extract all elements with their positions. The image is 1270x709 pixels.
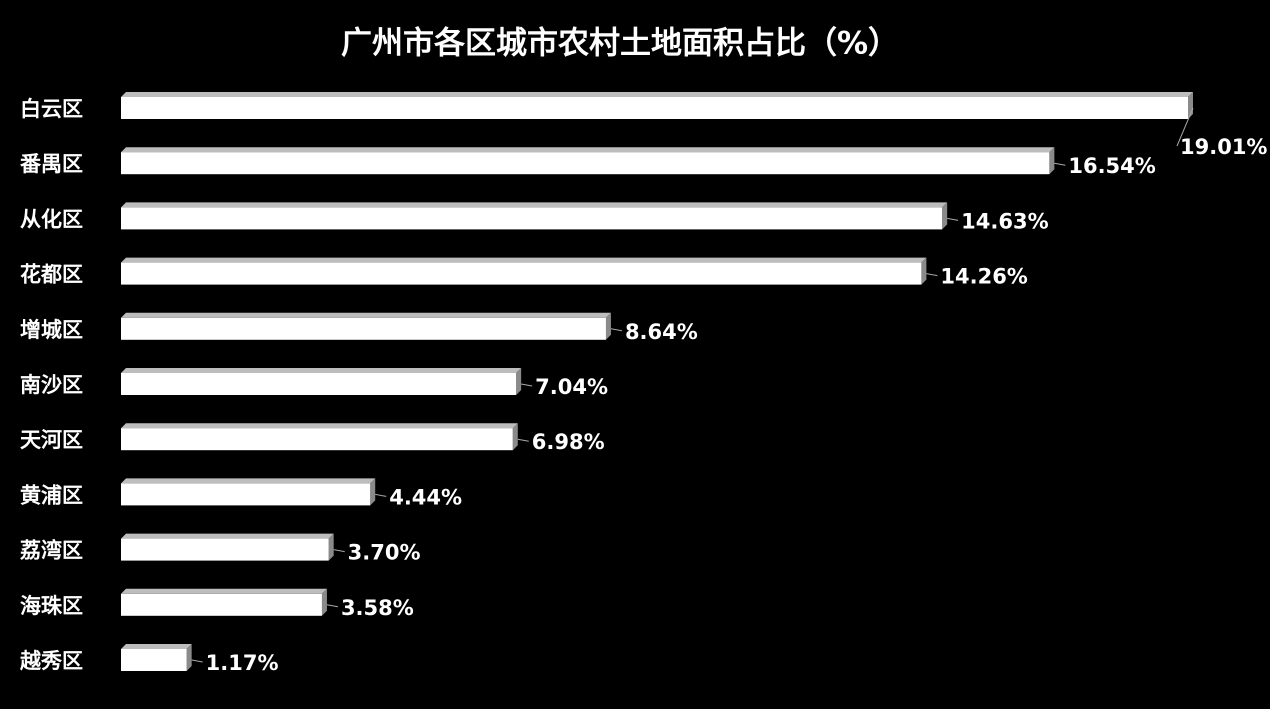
bar-top [121, 368, 522, 373]
value-label: 19.01% [1180, 135, 1267, 159]
leader-line [926, 273, 938, 277]
category-label: 海珠区 [20, 594, 83, 618]
category-label: 南沙区 [20, 373, 83, 397]
category-label: 黄浦区 [20, 483, 83, 507]
bar-side [605, 312, 611, 340]
bar-top [121, 423, 518, 429]
bar-top [121, 202, 948, 208]
category-label: 白云区 [20, 97, 83, 121]
value-label: 1.17% [206, 651, 279, 675]
bar-top [121, 478, 376, 484]
value-label: 3.58% [341, 596, 414, 620]
leader-line [326, 604, 339, 608]
value-label: 7.04% [535, 375, 608, 399]
bar [121, 317, 606, 340]
bar [121, 593, 322, 616]
bar [121, 428, 513, 451]
leader-line [947, 217, 959, 221]
bar-side [328, 533, 334, 561]
leader-line [191, 659, 203, 663]
category-label: 增城区 [20, 318, 83, 342]
bar [121, 483, 371, 506]
bar-top [121, 644, 192, 649]
chart-title: 广州市各区城市农村土地面积占比（%） [341, 26, 899, 62]
leader-line [517, 438, 529, 442]
bar-top [121, 92, 1193, 97]
bar [121, 262, 922, 285]
bar [121, 97, 1188, 119]
leader-line [1176, 107, 1194, 147]
value-label: 16.54% [1068, 154, 1155, 178]
bar-top [121, 533, 334, 539]
category-label: 越秀区 [19, 649, 83, 673]
bar-side [321, 588, 327, 616]
bar-side [942, 202, 948, 230]
bar-top [121, 312, 611, 318]
leader-line [333, 549, 345, 553]
category-label: 荔湾区 [20, 539, 83, 563]
category-label: 天河区 [20, 428, 83, 452]
bar [121, 207, 943, 230]
bar-side [512, 423, 518, 451]
bar [121, 649, 187, 671]
bar-side [370, 478, 376, 506]
bar [121, 538, 329, 561]
value-label: 14.26% [940, 265, 1027, 289]
category-label: 番禺区 [19, 152, 83, 176]
value-label: 6.98% [532, 430, 605, 454]
bar-top [121, 588, 327, 594]
category-label: 从化区 [20, 207, 83, 231]
value-label: 4.44% [389, 485, 462, 509]
leader-line [521, 383, 533, 387]
bar-top [121, 147, 1055, 153]
leader-line [1054, 162, 1066, 166]
bar [121, 373, 517, 395]
leader-line [375, 493, 387, 497]
bar-side [1049, 147, 1055, 175]
value-label: 8.64% [625, 320, 698, 344]
category-label: 花都区 [20, 263, 83, 287]
bar [121, 152, 1050, 175]
bar-side [186, 644, 192, 671]
bar-side [516, 368, 522, 395]
value-label: 14.63% [961, 209, 1048, 233]
bar-side [921, 257, 927, 285]
bar-top [121, 257, 927, 263]
leader-line [610, 328, 623, 332]
value-label: 3.70% [348, 541, 421, 565]
